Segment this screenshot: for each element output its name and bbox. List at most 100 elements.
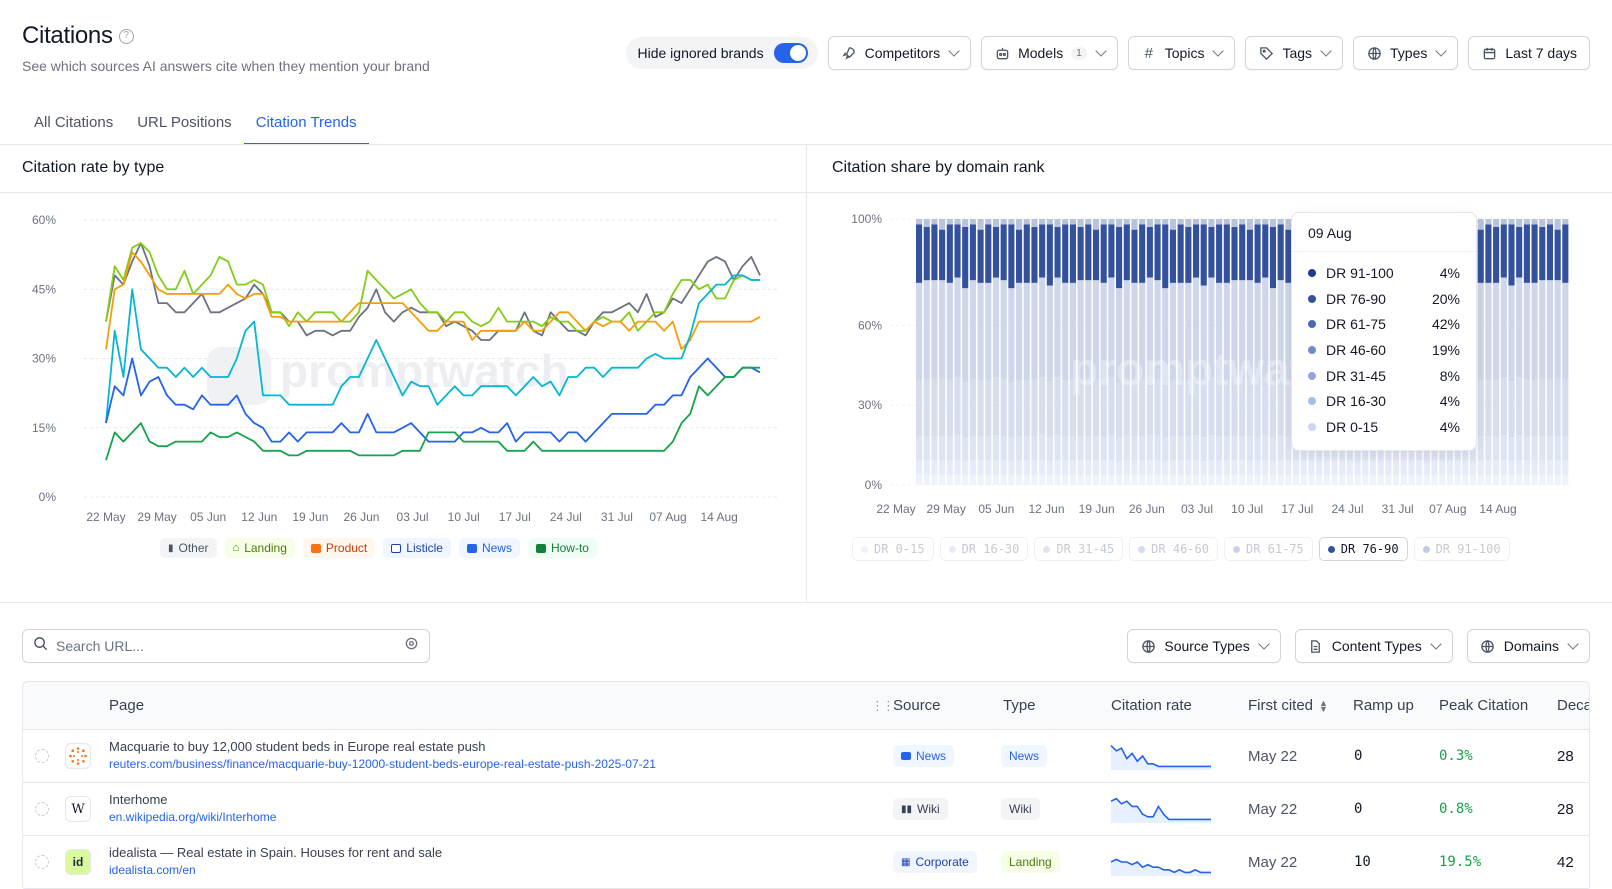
bar-segment-dr-91-100 [1216, 219, 1223, 225]
row-select-radio[interactable] [35, 855, 49, 869]
bar-segment [1108, 377, 1115, 436]
column-peak-citation[interactable]: Peak Citation [1439, 697, 1529, 714]
column-type[interactable]: Type [1003, 697, 1036, 714]
bar-segment [969, 378, 976, 436]
target-icon[interactable] [404, 636, 419, 656]
column-page[interactable]: Page [109, 697, 145, 714]
bar-segment [1016, 460, 1023, 475]
bar-segment-dr-91-100 [1523, 219, 1530, 225]
bar-segment-dr-91-100 [1269, 219, 1277, 227]
column-ramp-up[interactable]: Ramp up [1353, 697, 1414, 714]
types-button[interactable]: Types [1353, 36, 1459, 70]
tooltip-value: 4% [1439, 418, 1460, 435]
tab-citation-trends[interactable]: Citation Trends [243, 108, 369, 145]
bar-segment [1154, 460, 1161, 475]
row-select-radio[interactable] [35, 802, 49, 816]
competitors-button[interactable]: Competitors [827, 36, 972, 70]
bar-segment [1339, 460, 1346, 475]
sort-icon[interactable]: ▲ ▼ [1319, 698, 1328, 715]
bar-segment-dr-91-100 [1154, 219, 1161, 225]
page-url-link[interactable]: idealista.com/en [109, 863, 196, 877]
legend-dr-91-100[interactable]: DR 91-100 [1413, 537, 1510, 561]
help-icon[interactable]: ? [118, 28, 134, 44]
bar-segment [1554, 435, 1561, 461]
bar-segment [1500, 377, 1507, 436]
legend-dr-76-90[interactable]: DR 76-90 [1318, 537, 1408, 561]
bar-segment [1200, 475, 1207, 485]
bar-segment-dr-76-90 [1092, 229, 1100, 281]
bar-segment [1400, 474, 1407, 485]
legend-other[interactable]: ▮ Other [160, 538, 217, 558]
bar-segment [1485, 460, 1492, 475]
legend-how-to[interactable]: How-to [527, 538, 597, 558]
legend-product[interactable]: Product [302, 538, 376, 558]
table-row[interactable]: Macquarie to buy 12,000 student beds in … [23, 730, 1589, 783]
legend-dr-0-15[interactable]: DR 0-15 [852, 537, 934, 561]
tab-url-positions[interactable]: URL Positions [137, 114, 232, 131]
content-types-button[interactable]: Content Types [1294, 629, 1453, 663]
bar-segment [1192, 277, 1200, 378]
bar-segment-dr-91-100 [1485, 219, 1492, 225]
bar-segment [1239, 460, 1246, 475]
table-row[interactable]: W Interhome en.wikipedia.org/wiki/Interh… [23, 783, 1589, 836]
domains-button[interactable]: Domains [1466, 629, 1590, 663]
bar-segment-dr-76-90 [1162, 224, 1169, 289]
column-first-cited[interactable]: First cited ▲ ▼ [1248, 697, 1328, 714]
search-input[interactable] [56, 638, 396, 654]
page-url-link[interactable]: en.wikipedia.org/wiki/Interhome [109, 810, 277, 824]
legend-dr-16-30[interactable]: DR 16-30 [939, 537, 1029, 561]
bar-segment [1216, 474, 1223, 485]
legend-dr-46-60[interactable]: DR 46-60 [1129, 537, 1218, 561]
bar-segment [1108, 460, 1115, 475]
legend-landing[interactable]: ⌂ Landing [224, 538, 295, 558]
bar-segment [1354, 461, 1361, 476]
bar-segment [916, 436, 923, 461]
bar-segment-dr-76-90 [1077, 226, 1084, 281]
legend-listicle[interactable]: Listicle [383, 538, 451, 558]
tags-label: Tags [1282, 45, 1313, 61]
legend-dr-61-75[interactable]: DR 61-75 [1223, 537, 1313, 561]
column-decay[interactable]: Deca [1557, 697, 1590, 714]
toggle-switch[interactable] [773, 43, 808, 63]
page-url-link[interactable]: reuters.com/business/finance/macquarie-b… [109, 757, 656, 771]
x-tick-label: 07 Aug [1429, 502, 1466, 516]
bar-segment [1139, 282, 1146, 380]
bar-segment [1539, 474, 1546, 485]
bar-segment [1439, 460, 1446, 475]
models-button[interactable]: Models 1 [981, 36, 1118, 70]
bar-segment-dr-76-90 [969, 224, 976, 281]
drag-handle-icon[interactable]: ⋮⋮ [871, 698, 895, 713]
column-source[interactable]: Source [893, 697, 941, 714]
bar-segment [954, 377, 961, 436]
x-tick-label: 22 May [86, 510, 125, 524]
bar-segment [1546, 435, 1554, 461]
tab-all-citations[interactable]: All Citations [34, 114, 114, 131]
bar-segment [1023, 379, 1030, 437]
bar-segment [1223, 379, 1230, 437]
table-row[interactable]: id idealista — Real estate in Spain. Hou… [23, 836, 1589, 889]
legend-news[interactable]: News [458, 538, 520, 558]
bar-segment [1023, 436, 1030, 461]
bar-segment [1146, 435, 1153, 461]
column-citation-rate[interactable]: Citation rate [1111, 697, 1192, 714]
bar-segment [1085, 474, 1092, 485]
page-title-text: idealista — Real estate in Spain. Houses… [109, 845, 443, 860]
bar-segment [1554, 280, 1561, 379]
ramp-up-cell: 0 [1354, 801, 1363, 817]
bar-segment-dr-76-90 [1139, 224, 1146, 283]
row-select-radio[interactable] [35, 749, 49, 763]
date-range-button[interactable]: Last 7 days [1468, 36, 1590, 70]
tags-button[interactable]: Tags [1245, 36, 1344, 70]
series-line-howto [105, 366, 760, 461]
bar-segment [1192, 377, 1200, 436]
legend-dr-31-45[interactable]: DR 31-45 [1034, 537, 1124, 561]
bar-segment [1262, 474, 1269, 485]
source-types-button[interactable]: Source Types [1127, 629, 1281, 663]
bar-segment [1231, 460, 1238, 475]
bar-segment [985, 379, 992, 437]
topics-button[interactable]: # Topics [1127, 36, 1236, 70]
x-tick-label: 29 May [926, 502, 965, 516]
bar-segment [1085, 378, 1092, 436]
hide-ignored-brands-toggle[interactable]: Hide ignored brands [625, 37, 818, 69]
